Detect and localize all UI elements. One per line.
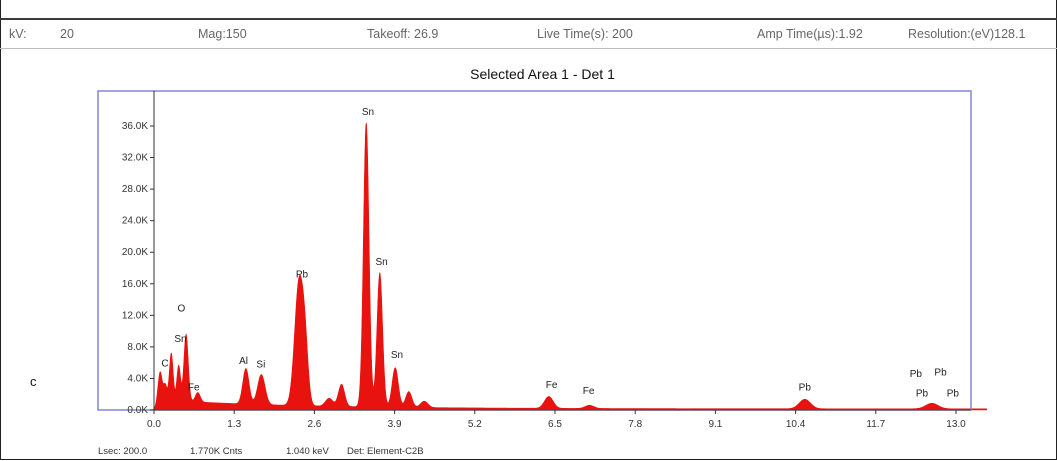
x-tick-label: 10.4 — [786, 419, 806, 430]
y-tick-label: 24.0K — [122, 216, 148, 227]
spectrum-area — [153, 122, 988, 411]
y-tick-label: 8.0K — [127, 342, 148, 353]
peak-label: Pb — [799, 382, 812, 393]
chart-title: Selected Area 1 - Det 1 — [470, 66, 615, 82]
peak-label: Pb — [296, 269, 309, 280]
x-tick-label: 6.5 — [548, 419, 562, 430]
peak-label: Pb — [947, 389, 960, 400]
y-tick-label: 20.0K — [122, 247, 148, 258]
peak-label: Si — [256, 359, 265, 370]
y-tick-label: 28.0K — [122, 184, 148, 195]
kv-value: 20 — [60, 27, 74, 41]
peak-label: Fe — [188, 382, 200, 393]
peak-label: Pb — [934, 367, 947, 378]
takeoff-text: Takeoff: 26.9 — [367, 27, 439, 41]
peak-label: Fe — [546, 380, 558, 391]
peak-label: Sn — [362, 107, 374, 118]
peak-label: Sn — [375, 257, 387, 268]
y-tick-label: 32.0K — [122, 153, 148, 164]
amp-time-text: Amp Time(µs):1.92 — [757, 27, 863, 41]
peak-label: Sn — [391, 350, 403, 361]
kv-label: kV: — [9, 27, 27, 41]
x-tick-label: 1.3 — [227, 419, 241, 430]
peak-label: Pb — [916, 389, 929, 400]
peak-label: O — [177, 303, 185, 314]
x-tick-label: 2.6 — [307, 419, 321, 430]
y-tick-label: 4.0K — [127, 373, 148, 384]
peak-label: Al — [239, 356, 248, 367]
y-tick-label: 12.0K — [122, 310, 148, 321]
live-time-text: Live Time(s): 200 — [537, 27, 633, 41]
acquisition-parameters-bar: kV: 20 Mag:150 Takeoff: 26.9 Live Time(s… — [0, 20, 1057, 49]
footer-counts: 1.770K Cnts — [190, 446, 243, 457]
x-tick-label: 13.0 — [946, 419, 966, 430]
y-tick-label: 0.0K — [127, 405, 148, 416]
x-tick-label: 3.9 — [388, 419, 402, 430]
x-tick-label: 0.0 — [147, 419, 161, 430]
x-tick-label: 7.8 — [628, 419, 642, 430]
footer-kev: 1.040 keV — [286, 446, 329, 457]
footer-detector: Det: Element-C2B — [347, 446, 424, 457]
x-tick-label: 11.7 — [866, 419, 885, 430]
plot-frame — [97, 90, 972, 411]
x-tick-label: 5.2 — [468, 419, 482, 430]
peak-label: Pb — [910, 369, 923, 380]
footer-lsec: Lsec: 200.0 — [98, 446, 148, 457]
peak-label: Fe — [583, 386, 595, 397]
x-tick-label: 9.1 — [708, 419, 722, 430]
peak-label: Sn — [174, 334, 186, 345]
peak-label: C — [161, 359, 168, 370]
y-tick-label: 36.0K — [122, 121, 148, 132]
resolution-text: Resolution:(eV)128.1 — [908, 27, 1026, 41]
top-divider — [0, 18, 1057, 20]
panel-label: c — [30, 374, 37, 389]
magnification-text: Mag:150 — [198, 27, 247, 41]
y-tick-label: 16.0K — [122, 279, 148, 290]
